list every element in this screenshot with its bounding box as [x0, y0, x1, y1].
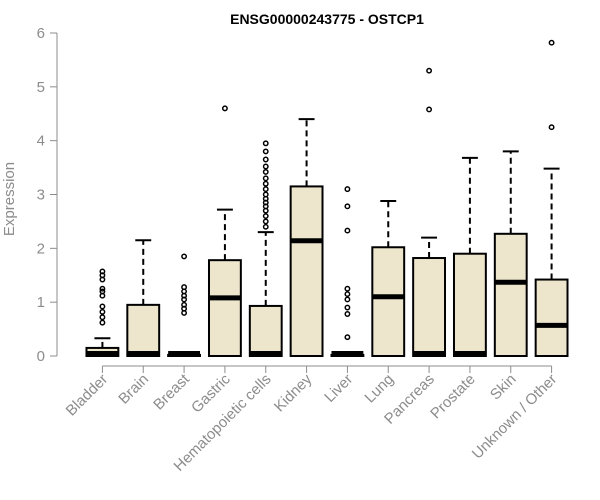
- outlier-point: [181, 301, 188, 308]
- box-body: [126, 303, 161, 358]
- outlier-point: [262, 218, 269, 225]
- box-0: [85, 268, 120, 357]
- box-5: [289, 118, 324, 357]
- chart-title: ENSG00000243775 - OSTCP1: [230, 11, 424, 27]
- box-3: [207, 105, 242, 357]
- outlier-point: [344, 311, 351, 317]
- y-tick-label: 3: [37, 187, 45, 204]
- y-tick-label: 6: [37, 25, 45, 42]
- box-10: [493, 150, 528, 358]
- outlier-point: [344, 186, 351, 193]
- outlier-point: [99, 303, 106, 310]
- x-tick-label: Kidney: [271, 370, 316, 415]
- outlier-point: [99, 319, 106, 326]
- box-6: [330, 186, 365, 358]
- box-11: [534, 39, 569, 358]
- box-body: [452, 252, 487, 357]
- outlier-point: [344, 227, 351, 234]
- box-body: [534, 278, 569, 358]
- outlier-point: [262, 148, 269, 155]
- outlier-point: [262, 175, 269, 182]
- x-tick-label: Lung: [361, 371, 397, 407]
- outlier-point: [344, 334, 351, 341]
- box-body: [207, 259, 242, 357]
- outlier-point: [262, 180, 269, 187]
- box-body: [371, 246, 406, 357]
- box-9: [452, 156, 487, 357]
- box-8: [412, 67, 447, 358]
- y-tick-label: 1: [37, 294, 45, 311]
- box-body: [493, 232, 528, 358]
- outlier-point: [548, 39, 555, 46]
- outlier-point: [99, 288, 106, 295]
- box-body: [248, 304, 283, 357]
- outlier-point: [262, 223, 269, 230]
- y-tick-label: 0: [37, 348, 45, 365]
- box-body: [289, 185, 324, 357]
- x-tick-label: Skin: [487, 371, 520, 404]
- y-axis: 0 1 2 3 4 5 6: [37, 25, 58, 365]
- box-7: [371, 199, 406, 357]
- outlier-point: [181, 284, 188, 291]
- outlier-point: [262, 163, 269, 170]
- outlier-point: [262, 191, 269, 198]
- outlier-point: [262, 168, 269, 175]
- y-tick-label: 2: [37, 240, 45, 257]
- outlier-point: [99, 268, 106, 275]
- y-tick-label: 5: [37, 79, 45, 96]
- outlier-point: [262, 186, 269, 193]
- outlier-point: [262, 156, 269, 163]
- x-tick-label: Brain: [115, 371, 152, 408]
- x-tick-label: Bladder: [63, 371, 112, 420]
- box-1: [126, 239, 161, 358]
- outlier-point: [548, 124, 555, 131]
- outlier-point: [344, 285, 351, 292]
- outlier-point: [99, 285, 106, 292]
- box-2: [167, 253, 202, 358]
- y-axis-label: Expression: [1, 162, 18, 236]
- outlier-point: [262, 140, 269, 147]
- outlier-point: [344, 296, 351, 303]
- outlier-point: [344, 203, 351, 210]
- y-tick-label: 4: [37, 133, 45, 150]
- outlier-point: [426, 67, 433, 74]
- outlier-point: [99, 314, 106, 321]
- outlier-point: [99, 308, 106, 315]
- outlier-point: [262, 213, 269, 219]
- x-tick-label: Liver: [321, 371, 356, 406]
- outlier-point: [181, 253, 188, 260]
- outlier-point: [344, 291, 351, 298]
- x-tick-label: Prostate: [427, 371, 479, 423]
- box-4: [248, 140, 283, 357]
- box-body: [412, 257, 447, 358]
- boxes-group: [85, 39, 569, 358]
- outlier-point: [221, 105, 228, 112]
- outlier-point: [426, 106, 433, 113]
- x-tick-label: Breast: [150, 370, 193, 413]
- outlier-point: [344, 304, 351, 311]
